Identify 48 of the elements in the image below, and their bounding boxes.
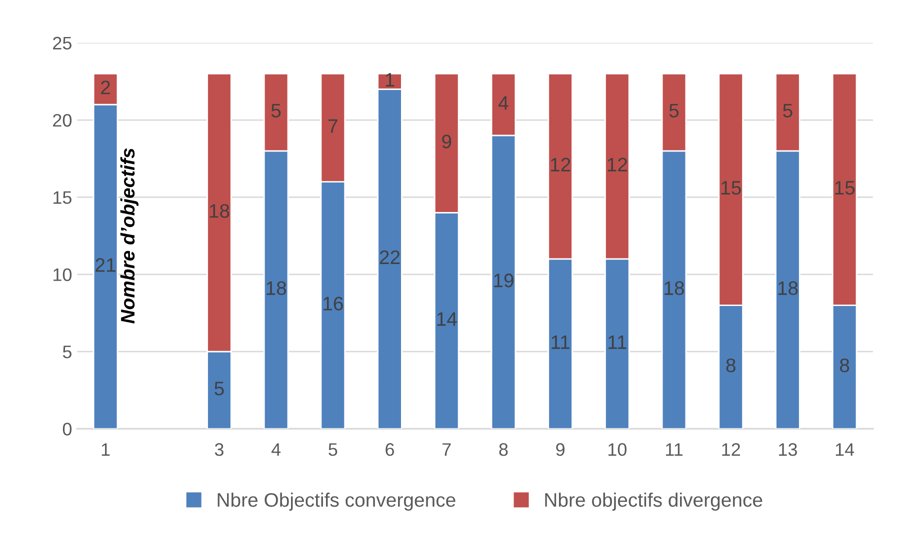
data-label: 8 bbox=[840, 358, 850, 372]
data-label: 1 bbox=[386, 73, 394, 86]
data-label: 15 bbox=[835, 181, 855, 195]
data-label: 8 bbox=[726, 358, 736, 372]
y-tick-label: 15 bbox=[54, 191, 72, 204]
y-tick-label: 0 bbox=[62, 422, 72, 436]
data-label: 9 bbox=[442, 134, 452, 148]
x-tick-label: 4 bbox=[271, 443, 281, 456]
x-tick-label: 5 bbox=[328, 443, 338, 456]
data-label: 18 bbox=[266, 281, 286, 296]
data-label: 5 bbox=[783, 104, 792, 118]
x-tick-label: 13 bbox=[779, 443, 797, 456]
y-tick-label: 20 bbox=[53, 114, 72, 127]
x-tick-label: 3 bbox=[214, 443, 224, 456]
data-label: 5 bbox=[214, 382, 224, 396]
data-label: 19 bbox=[494, 274, 514, 288]
data-label: 4 bbox=[498, 96, 508, 110]
data-label: 16 bbox=[324, 296, 343, 310]
legend-label: Nbre objectifs divergence bbox=[545, 492, 762, 511]
x-tick-label: 14 bbox=[836, 443, 854, 456]
data-label: 18 bbox=[210, 204, 230, 218]
data-label: 5 bbox=[669, 104, 679, 118]
data-label: 15 bbox=[722, 181, 741, 195]
data-label: 18 bbox=[778, 281, 798, 296]
y-axis-title: Nombre d’objectifs bbox=[120, 148, 138, 324]
y-tick-label: 25 bbox=[53, 36, 72, 50]
x-tick-label: 12 bbox=[722, 443, 740, 456]
x-tick-label: 11 bbox=[666, 443, 683, 456]
data-label: 12 bbox=[550, 158, 570, 172]
x-tick-label: 6 bbox=[386, 443, 394, 456]
data-label: 11 bbox=[608, 336, 626, 349]
data-label: 14 bbox=[437, 312, 457, 326]
x-tick-label: 1 bbox=[102, 443, 110, 456]
data-label: 11 bbox=[552, 336, 570, 349]
x-tick-label: 7 bbox=[442, 443, 451, 456]
y-tick-label: 5 bbox=[62, 346, 72, 358]
data-label: 5 bbox=[271, 104, 281, 118]
x-tick-label: 8 bbox=[499, 443, 508, 456]
x-tick-label: 10 bbox=[608, 443, 626, 456]
y-tick-label: 10 bbox=[54, 268, 72, 282]
data-label: 7 bbox=[328, 119, 338, 133]
data-label: 12 bbox=[608, 158, 628, 172]
data-label: 21 bbox=[96, 258, 116, 272]
data-label: 18 bbox=[664, 281, 684, 296]
data-label: 2 bbox=[101, 80, 110, 94]
data-label: 22 bbox=[380, 250, 400, 264]
x-tick-label: 9 bbox=[556, 443, 564, 456]
legend-label: Nbre Objectifs convergence bbox=[218, 492, 456, 511]
